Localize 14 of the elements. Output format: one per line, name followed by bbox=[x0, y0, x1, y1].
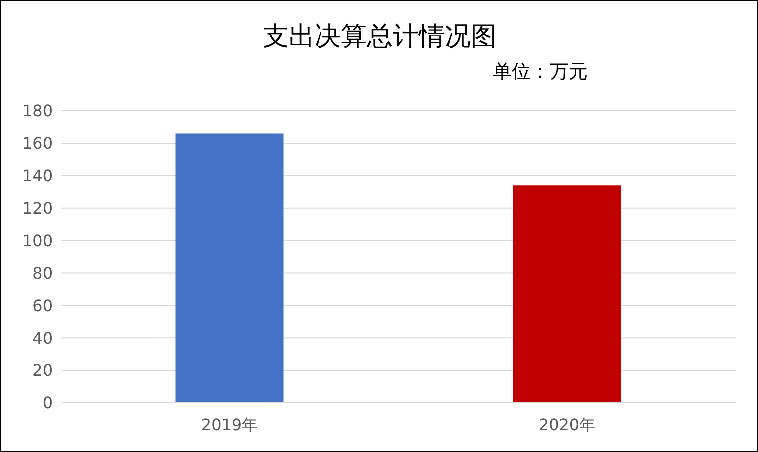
y-tick-label: 100 bbox=[22, 231, 53, 250]
x-tick-label: 2020年 bbox=[538, 415, 596, 434]
x-tick-label: 2019年 bbox=[201, 415, 258, 434]
y-tick-label: 60 bbox=[32, 296, 53, 316]
y-tick-label: 20 bbox=[32, 361, 53, 380]
chart-subtitle: 单位：万元 bbox=[493, 60, 588, 85]
y-tick-label: 40 bbox=[32, 328, 53, 348]
y-tick-label: 160 bbox=[22, 134, 53, 154]
y-tick-label: 120 bbox=[22, 199, 53, 218]
y-tick-label: 80 bbox=[32, 264, 53, 283]
y-tick-label: 0 bbox=[42, 394, 53, 413]
chart-title: 支出决算总计情况图 bbox=[262, 21, 498, 54]
y-tick-label: 180 bbox=[22, 102, 53, 121]
y-tick-label: 140 bbox=[22, 166, 53, 186]
